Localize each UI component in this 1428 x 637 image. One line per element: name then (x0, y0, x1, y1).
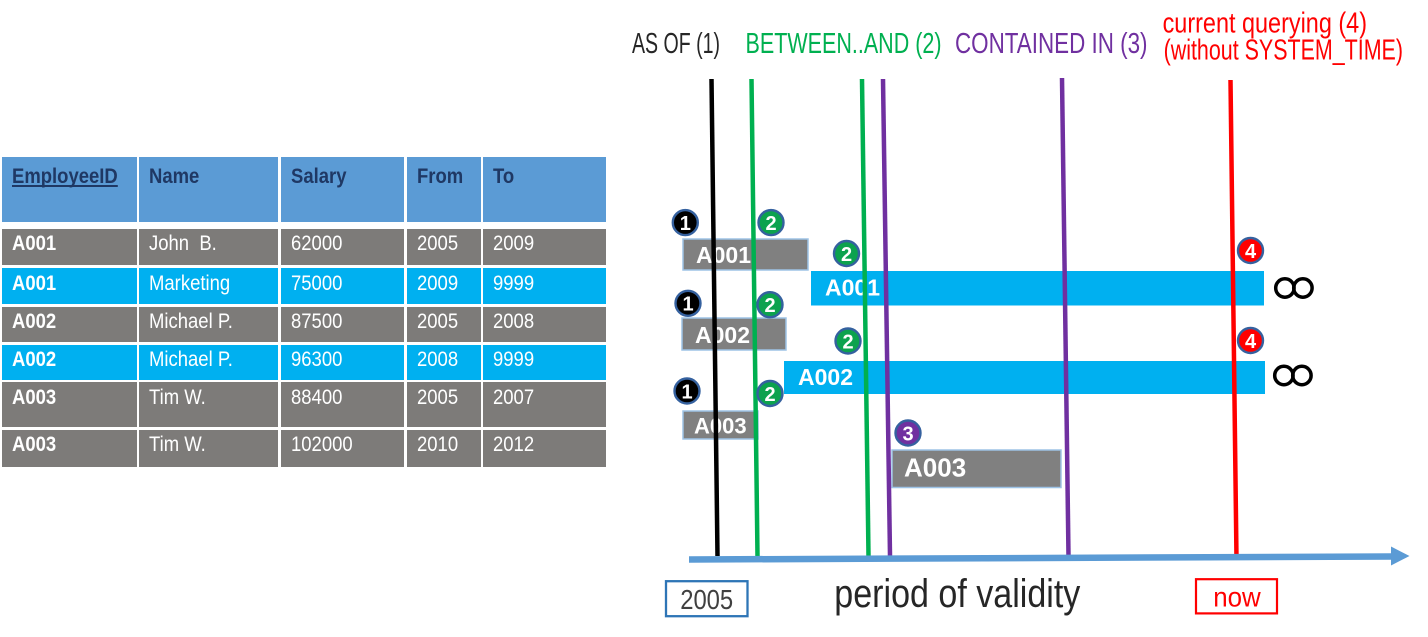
svg-text:BETWEEN..AND (2): BETWEEN..AND (2) (746, 28, 942, 60)
svg-text:4: 4 (1245, 331, 1257, 353)
svg-text:1: 1 (681, 381, 692, 403)
svg-text:2: 2 (765, 213, 776, 235)
svg-text:CONTAINED IN (3): CONTAINED IN (3) (955, 28, 1148, 60)
svg-text:2: 2 (842, 331, 853, 353)
svg-text:2: 2 (764, 295, 775, 317)
svg-text:(without SYSTEM_TIME): (without SYSTEM_TIME) (1164, 35, 1403, 67)
svg-text:4: 4 (1245, 241, 1257, 263)
svg-text:A003: A003 (904, 453, 966, 483)
svg-text:1: 1 (682, 294, 693, 316)
svg-text:current querying (4): current querying (4) (1163, 8, 1367, 40)
svg-text:A002: A002 (798, 364, 853, 390)
svg-text:A002: A002 (695, 322, 750, 348)
svg-text:3: 3 (902, 423, 913, 445)
svg-text:A001: A001 (825, 275, 880, 301)
svg-text:2005: 2005 (680, 584, 733, 615)
svg-text:A003: A003 (694, 414, 747, 439)
svg-text:2: 2 (841, 244, 852, 266)
svg-text:AS OF (1): AS OF (1) (632, 28, 720, 60)
svg-text:period of validity: period of validity (834, 572, 1080, 616)
svg-text:now: now (1213, 582, 1261, 613)
svg-text:A001: A001 (696, 242, 751, 268)
svg-text:2: 2 (764, 384, 775, 406)
svg-text:1: 1 (680, 213, 691, 235)
